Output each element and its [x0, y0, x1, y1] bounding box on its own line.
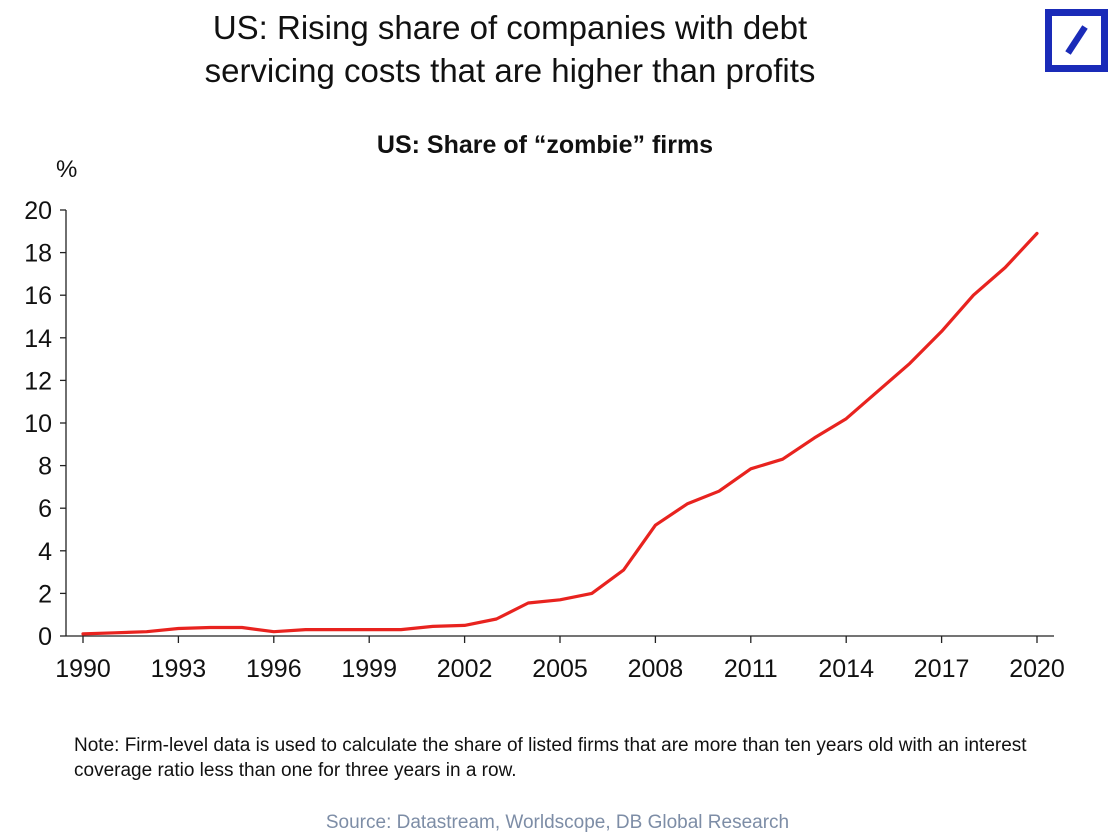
y-axis-unit-label: % [56, 156, 78, 183]
y-tick-label: 20 [24, 197, 52, 225]
y-tick-label: 10 [24, 410, 52, 438]
y-tick-label: 18 [24, 240, 52, 268]
x-tick-label: 2011 [724, 655, 778, 683]
x-tick-label: 1996 [246, 655, 302, 683]
x-tick-label: 1993 [151, 655, 207, 683]
logo-slash-icon [1065, 25, 1088, 55]
y-tick-label: 2 [38, 580, 52, 608]
headline-line-2: servicing costs that are higher than pro… [204, 52, 816, 89]
deutsche-bank-logo-icon [1045, 9, 1108, 72]
x-tick-label: 2014 [818, 655, 874, 683]
x-tick-label: 2008 [628, 655, 684, 683]
y-tick-label: 0 [38, 623, 52, 651]
y-tick-label: 6 [38, 495, 52, 523]
chart-source: Source: Datastream, Worldscope, DB Globa… [325, 812, 790, 833]
x-tick-label: 2002 [437, 655, 493, 683]
y-tick-label: 8 [38, 453, 52, 481]
series-line-0 [81, 231, 1039, 636]
y-tick-label: 16 [24, 282, 52, 310]
x-tick-label: 1990 [55, 655, 111, 683]
x-tick-label: 1999 [341, 655, 397, 683]
headline-line-1: US: Rising share of companies with debt [212, 9, 808, 46]
x-tick-label: 2017 [914, 655, 970, 683]
y-tick-label: 12 [24, 367, 52, 395]
x-tick-label: 2005 [532, 655, 588, 683]
y-tick-label: 4 [38, 538, 52, 566]
chart-note: Note: Firm-level data is used to calcula… [74, 735, 1027, 781]
headline: US: Rising share of companies with debt … [60, 6, 960, 92]
x-tick-label: 2020 [1009, 655, 1065, 683]
y-tick-label: 14 [24, 325, 52, 353]
chart-title: US: Share of “zombie” firms [376, 131, 714, 159]
